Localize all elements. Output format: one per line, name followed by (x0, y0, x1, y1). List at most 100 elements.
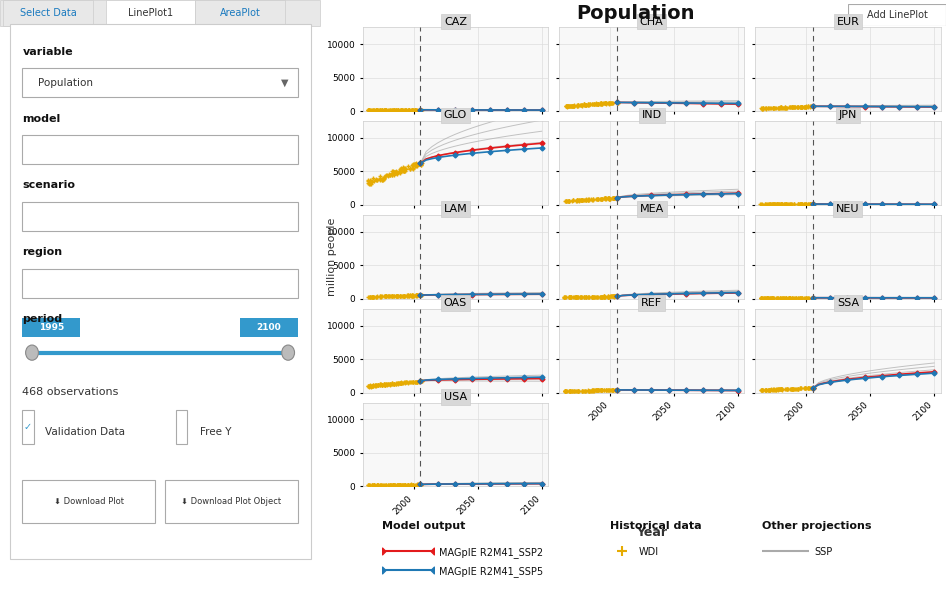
Point (767, 103, 782, 112)
Point (774, 385, 789, 395)
Point (379, 170, 394, 180)
Point (782, 103, 797, 112)
Point (755, 294, 770, 303)
Point (389, 480, 404, 489)
Bar (23, 68, 297, 97)
Point (604, 385, 619, 395)
Point (373, 480, 389, 490)
Text: Model output: Model output (382, 521, 466, 531)
Point (600, 292, 616, 302)
Point (392, 291, 408, 301)
Point (386, 168, 401, 178)
Point (562, 386, 578, 396)
Point (754, 104, 770, 114)
Point (408, 291, 423, 300)
Point (577, 385, 592, 395)
Point (384, 291, 399, 301)
Point (384, 291, 399, 301)
Point (590, 385, 605, 395)
Point (377, 480, 392, 490)
Point (596, 385, 611, 395)
Point (792, 384, 808, 393)
Point (792, 102, 808, 111)
Point (794, 293, 809, 303)
Point (763, 103, 778, 113)
Point (758, 385, 773, 395)
Point (389, 379, 404, 389)
Point (369, 105, 384, 115)
Point (758, 385, 773, 395)
Bar (0, 0, 320, 26)
Point (592, 98, 607, 108)
Point (414, 376, 429, 385)
Point (390, 168, 405, 178)
Point (563, 292, 579, 302)
Point (387, 168, 402, 178)
Point (794, 293, 809, 303)
Point (376, 105, 391, 115)
Point (610, 385, 625, 395)
Point (562, 386, 578, 396)
Point (376, 173, 391, 182)
Point (406, 377, 421, 387)
Point (412, 480, 428, 489)
Title: SSA: SSA (837, 298, 859, 308)
Point (770, 199, 785, 209)
Point (608, 385, 623, 395)
Point (605, 193, 620, 203)
Point (761, 103, 776, 113)
Point (763, 199, 778, 209)
Point (583, 386, 598, 396)
Point (765, 293, 780, 303)
Point (376, 105, 391, 115)
Point (785, 102, 800, 112)
Point (753, 385, 769, 395)
Point (560, 102, 575, 111)
Point (567, 292, 582, 302)
Point (384, 105, 399, 115)
Point (406, 161, 421, 171)
Point (385, 291, 400, 301)
Point (580, 100, 596, 110)
Point (387, 480, 402, 490)
Point (564, 102, 580, 111)
Point (773, 103, 788, 112)
Ellipse shape (282, 345, 294, 360)
Point (570, 100, 585, 110)
Point (584, 385, 599, 395)
Point (758, 103, 773, 113)
Point (769, 385, 784, 395)
Point (367, 381, 382, 390)
Point (789, 102, 805, 112)
Point (394, 291, 409, 300)
Point (608, 385, 623, 395)
Point (788, 293, 804, 303)
Point (408, 377, 423, 387)
Point (594, 194, 609, 204)
Point (759, 385, 774, 395)
Point (388, 480, 403, 489)
Point (383, 480, 398, 490)
Point (559, 101, 574, 111)
Point (793, 102, 808, 112)
Point (557, 386, 572, 396)
Point (372, 291, 388, 301)
Point (580, 292, 596, 302)
Point (391, 480, 407, 489)
Point (771, 385, 787, 395)
Point (779, 103, 794, 112)
Point (398, 480, 413, 489)
Point (401, 291, 416, 300)
Point (798, 102, 813, 111)
Point (396, 480, 411, 489)
Point (770, 384, 786, 394)
Point (390, 170, 405, 179)
Point (615, 546, 630, 556)
Point (370, 105, 385, 115)
Point (374, 105, 390, 115)
Point (589, 385, 604, 395)
Point (567, 292, 582, 302)
Point (395, 162, 410, 172)
Point (361, 179, 376, 188)
Point (593, 98, 608, 108)
